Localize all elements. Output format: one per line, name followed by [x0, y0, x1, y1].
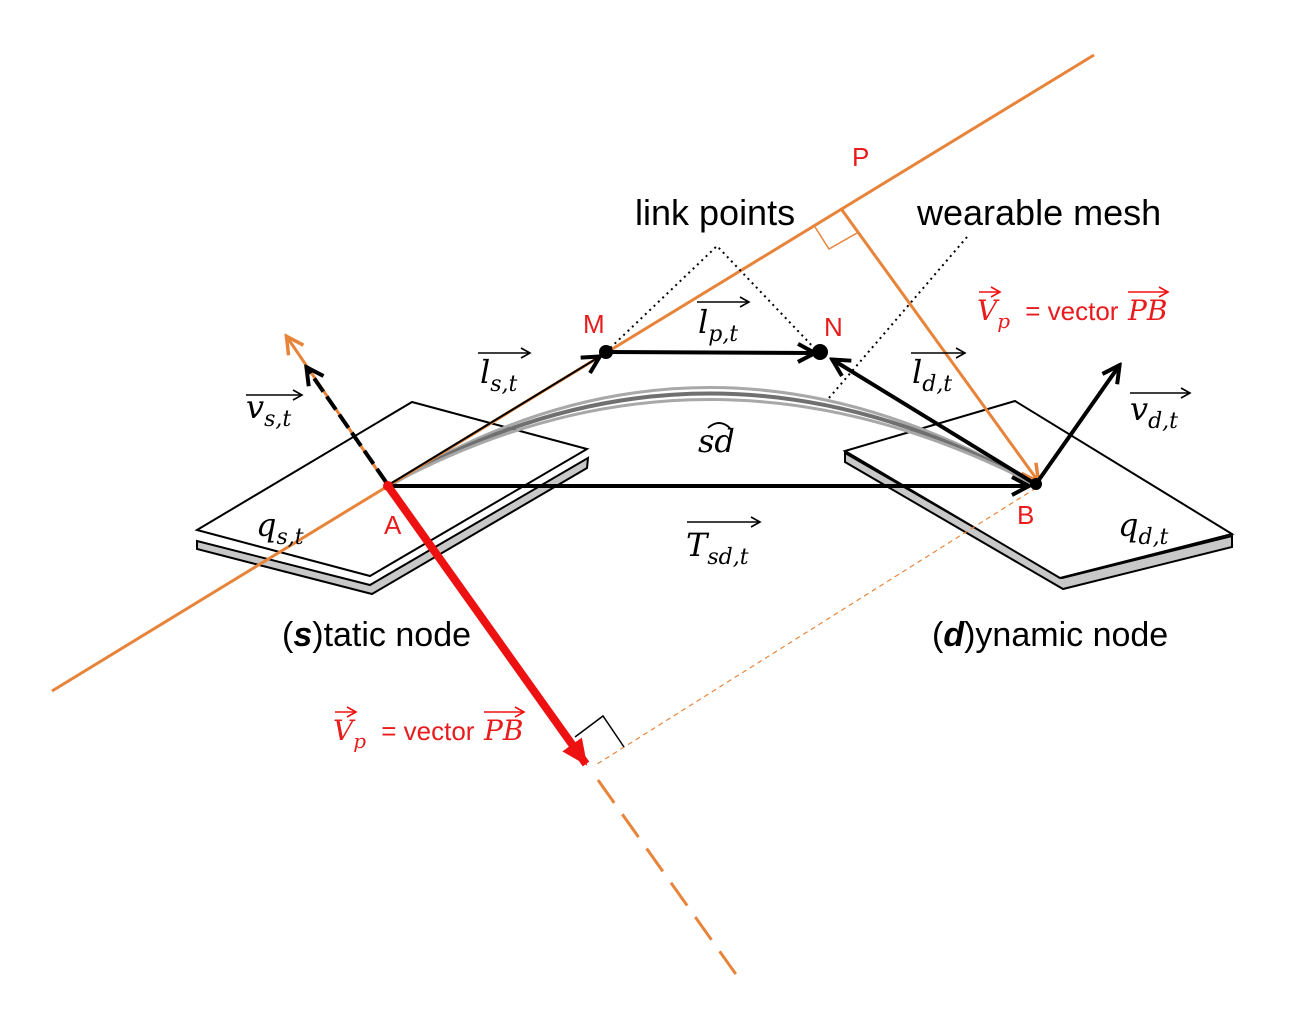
svg-text:vd,t: vd,t [1130, 390, 1178, 434]
right-angle-p [814, 226, 858, 251]
l-s-t-label: ls,t [478, 347, 532, 397]
l-p-t-label: lp,t [697, 296, 751, 347]
dynamic-node-label: (d)ynamic node [932, 616, 1168, 654]
perpendicular-pb [840, 209, 1038, 481]
vp-label-bottom: Vp = vector PB [333, 706, 526, 753]
l-d-t-arrow [833, 360, 1034, 484]
svg-text:= vector: = vector [374, 716, 482, 746]
point-b-label: B [1017, 500, 1034, 530]
point-a-dot [383, 481, 393, 491]
l-p-t-arrow [605, 352, 814, 353]
v-d-t-label: vd,t [1130, 387, 1192, 434]
svg-text:qd,t: qd,t [1118, 506, 1169, 550]
l-d-t-label: ld,t [911, 347, 967, 397]
q-s-t-label: qs,t [256, 506, 304, 550]
static-node-label: (s)tatic node [282, 616, 471, 654]
point-m-dot [599, 345, 613, 359]
svg-text:Vp: Vp [333, 714, 366, 753]
link-points-label: link points [635, 192, 795, 233]
point-n-label: N [824, 312, 843, 342]
v-d-t-arrow [1034, 366, 1119, 486]
svg-text:Tsd,t: Tsd,t [686, 526, 749, 570]
right-angle-projection [574, 714, 625, 748]
vp-red-arrow [384, 483, 590, 767]
arc-sd-label: sd [698, 422, 735, 460]
vp-label-top: Vp = vector PB [977, 286, 1170, 333]
q-d-t-label: qd,t [1118, 506, 1169, 550]
svg-text:sd: sd [698, 422, 735, 460]
svg-text:Vp: Vp [977, 294, 1010, 333]
point-p-label: P [852, 142, 869, 172]
point-a-label: A [384, 510, 402, 540]
projection-dashed [593, 487, 1037, 767]
point-b-dot [1030, 478, 1042, 490]
svg-text:ld,t: ld,t [912, 353, 952, 397]
v-s-t-arrow [307, 368, 388, 484]
svg-text:qs,t: qs,t [256, 506, 304, 550]
l-s-t-arrow [389, 357, 599, 485]
svg-text:ls,t: ls,t [480, 353, 518, 397]
svg-text:PB: PB [483, 714, 523, 747]
point-n-dot [812, 344, 828, 360]
vp-extension-dashed [596, 779, 742, 981]
svg-text:lp,t: lp,t [698, 303, 738, 347]
svg-text:vs,t: vs,t [246, 388, 291, 432]
wearable-mesh-label: wearable mesh [916, 192, 1161, 233]
t-sd-t-label: Tsd,t [686, 516, 762, 570]
svg-text:= vector: = vector [1018, 296, 1126, 326]
wearable-mesh-arc [386, 386, 1035, 488]
v-s-t-label: vs,t [246, 388, 304, 432]
point-m-label: M [583, 309, 605, 339]
dynamic-node-plate [842, 399, 1235, 591]
svg-text:PB: PB [1127, 294, 1167, 327]
